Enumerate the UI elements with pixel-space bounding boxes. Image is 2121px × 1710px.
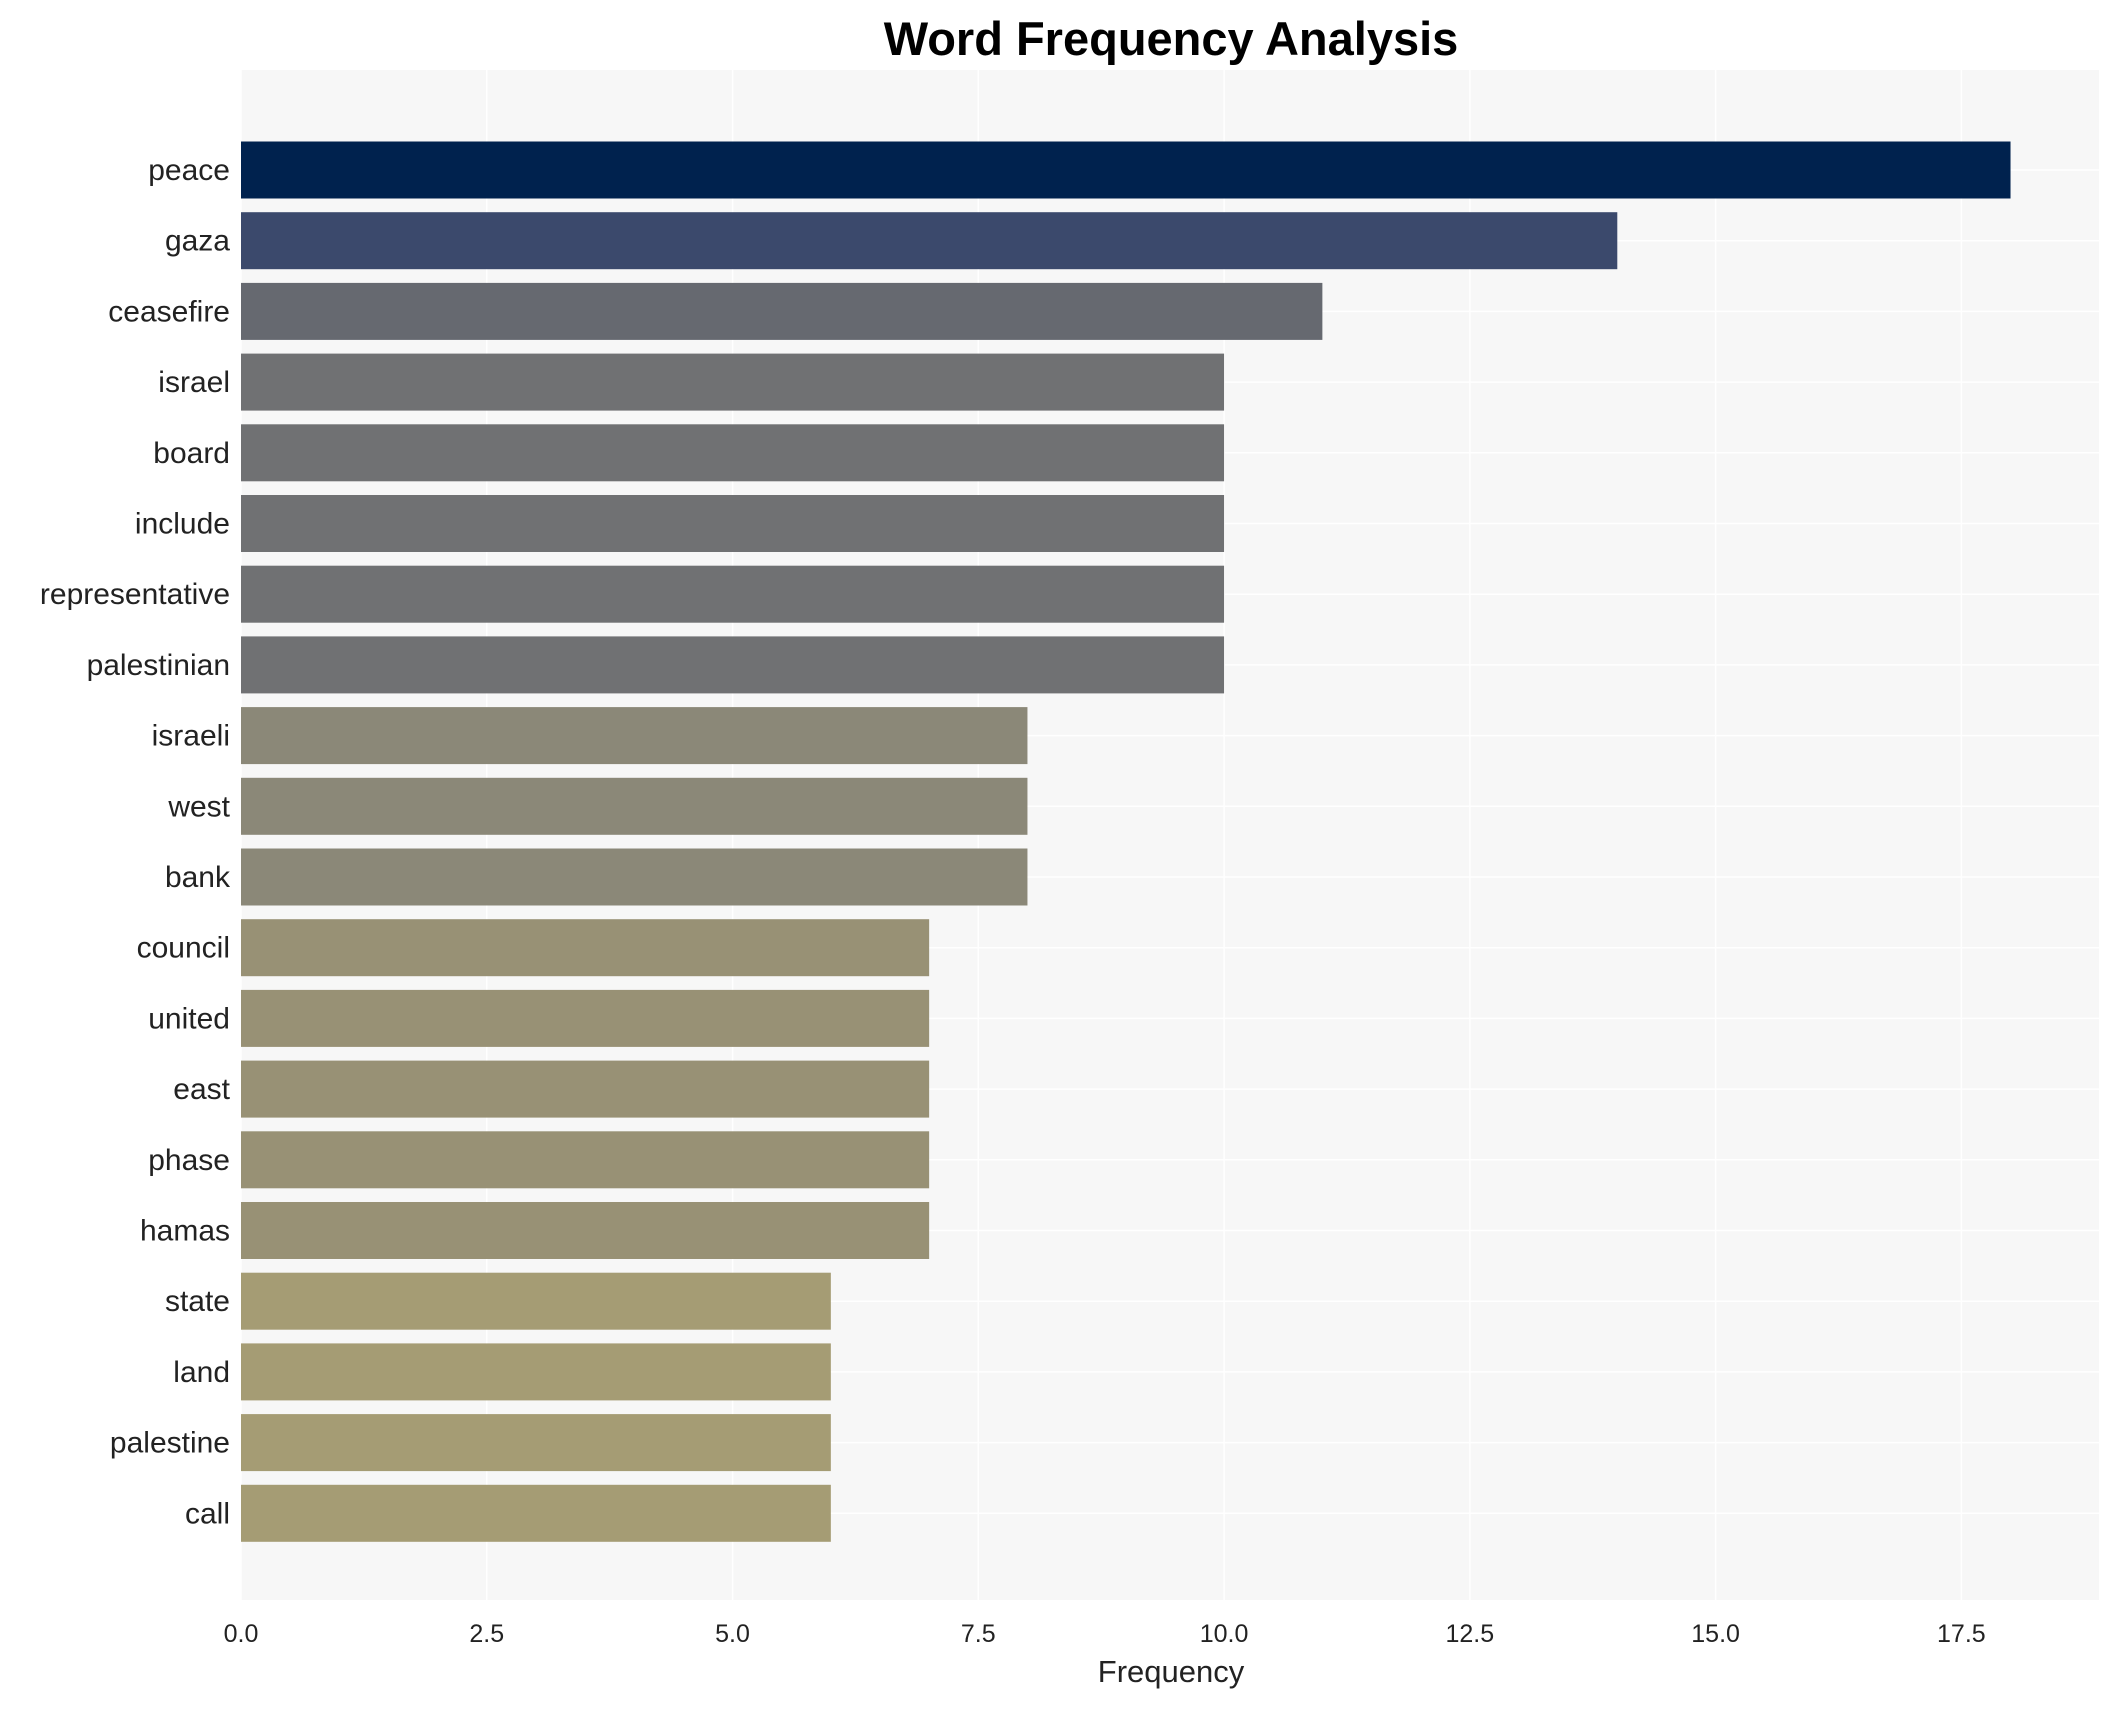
bar-israel [241,353,1225,411]
y-tick-label: israel [158,366,230,399]
x-tick-label: 17.5 [1937,1620,1986,1648]
x-tick-label: 0.0 [224,1620,259,1648]
y-tick-label: call [185,1497,230,1530]
bar-palestinian [241,636,1225,694]
y-tick-label: israeli [152,720,230,753]
bar-include [241,495,1225,552]
bar-representative [241,565,1225,623]
bar-peace [241,141,2011,199]
bar-gaza [241,212,1618,270]
y-tick-label: united [148,1002,230,1035]
bar-call [241,1484,831,1542]
y-tick-label: council [137,932,230,965]
x-tick-label: 2.5 [469,1620,504,1648]
x-tick-label: 7.5 [961,1620,996,1648]
y-tick-label: land [173,1356,230,1389]
y-tick-label: hamas [140,1215,230,1248]
y-tick-label: palestine [110,1427,230,1460]
bar-bank [241,848,1028,906]
y-tick-label: state [165,1285,230,1318]
bar-phase [241,1131,930,1189]
y-tick-label: bank [165,861,231,894]
y-tick-label: east [173,1073,230,1106]
bar-state [241,1272,831,1330]
bar-land [241,1343,831,1401]
chart-title: Word Frequency Analysis [884,12,1459,65]
x-tick-label: 10.0 [1200,1620,1249,1648]
bar-east [241,1060,930,1118]
y-tick-label: representative [40,578,230,611]
bar-board [241,424,1225,482]
bar-israeli [241,707,1028,765]
x-axis-label: Frequency [1098,1654,1245,1689]
y-tick-label: phase [148,1144,230,1177]
x-tick-label: 5.0 [715,1620,750,1648]
y-tick-label: ceasefire [108,295,230,328]
y-tick-label: include [135,508,230,541]
y-tick-label: peace [148,154,230,187]
bar-united [241,989,930,1047]
y-tick-label: board [153,437,230,470]
y-tick-label: west [167,790,230,823]
bar-hamas [241,1202,930,1259]
y-tick-label: gaza [165,225,230,258]
y-tick-label: palestinian [87,649,230,682]
x-tick-label: 12.5 [1446,1620,1495,1648]
bar-council [241,919,930,977]
bar-ceasefire [241,282,1323,340]
bar-west [241,777,1028,835]
bar-palestine [241,1414,831,1472]
x-tick-label: 15.0 [1691,1620,1740,1648]
